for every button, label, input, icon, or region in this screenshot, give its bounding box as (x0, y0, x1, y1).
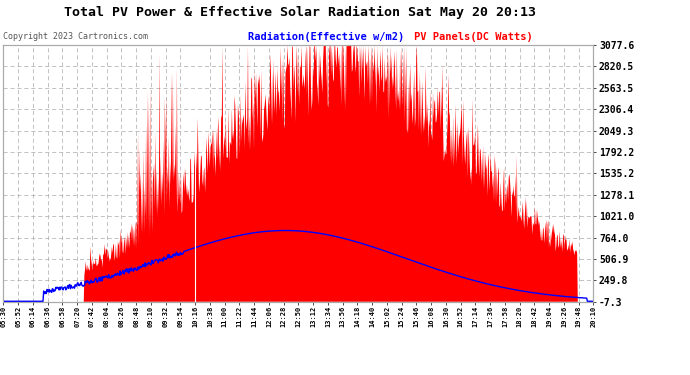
Text: Copyright 2023 Cartronics.com: Copyright 2023 Cartronics.com (3, 32, 148, 41)
Text: Total PV Power & Effective Solar Radiation Sat May 20 20:13: Total PV Power & Effective Solar Radiati… (64, 6, 536, 19)
Text: PV Panels(DC Watts): PV Panels(DC Watts) (414, 32, 533, 42)
Text: Radiation(Effective w/m2): Radiation(Effective w/m2) (248, 32, 404, 42)
